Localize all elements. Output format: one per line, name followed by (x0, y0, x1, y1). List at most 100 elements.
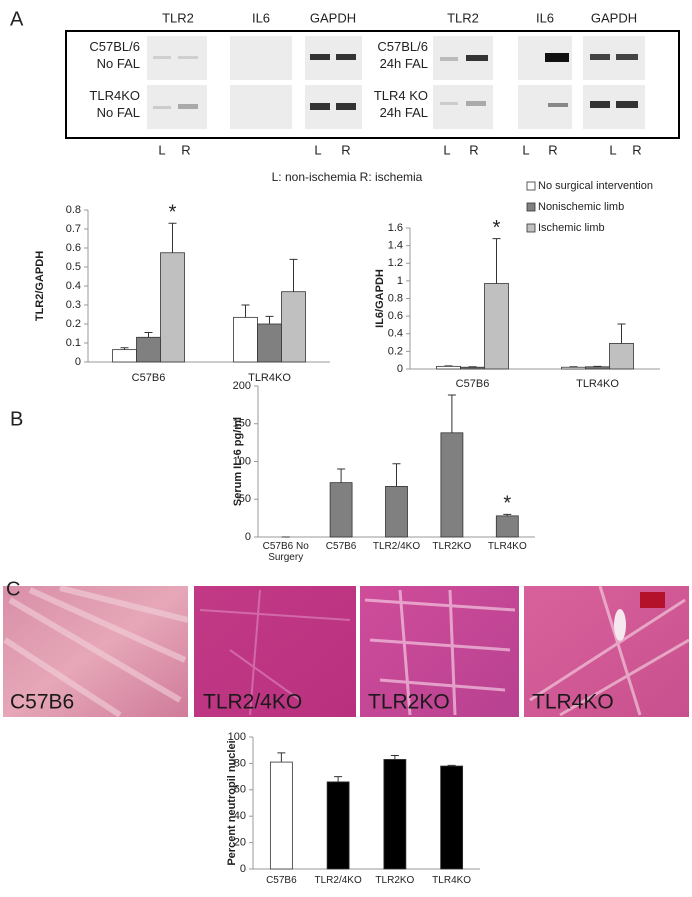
y-tick-label: 20 (234, 837, 246, 849)
lane-label: L (443, 142, 450, 157)
y-tick-label: 100 (228, 731, 246, 743)
y-tick-label: 0.8 (66, 204, 81, 216)
bar (495, 515, 519, 538)
gel-bands (153, 53, 638, 110)
x-tick-label: TLR4KO (248, 372, 291, 384)
annotation: * (493, 217, 501, 239)
y-tick-label: 1.4 (388, 240, 403, 252)
error-bar (617, 323, 626, 344)
error-bar (447, 764, 456, 767)
bar (329, 482, 353, 538)
legend-swatch (526, 202, 536, 212)
error-bar (277, 752, 286, 763)
y-tick-label: 100 (233, 455, 251, 467)
bar (233, 316, 258, 363)
annotation: * (169, 202, 177, 224)
y-axis-label: Serum IL-6 pg/ml (232, 417, 244, 506)
x-tick-label-box: C57B6 (266, 875, 297, 886)
error-bar (492, 238, 501, 284)
y-tick-label: 0 (240, 863, 246, 875)
y-tick-label: 0 (397, 363, 403, 375)
y-axis-label: TLR2/GAPDH (34, 251, 46, 321)
lane-label: R (469, 142, 478, 157)
x-tick-label: TLR4KO (576, 378, 619, 390)
y-tick-label: 200 (233, 380, 251, 392)
x-tick-label-box: C57B6 (325, 541, 357, 552)
y-tick-label: 0.3 (66, 299, 81, 311)
y-tick-label: 1.2 (388, 257, 403, 269)
legend-label: Nonischemic limb (538, 201, 624, 213)
gel-row-label: C57BL/6 No FAL (89, 39, 140, 71)
bar (326, 781, 350, 870)
x-tick-label-box: C57B6 No Surgery (263, 541, 309, 563)
y-tick-label: 0.6 (388, 310, 403, 322)
y-tick-label: 40 (234, 810, 246, 822)
lane-label: L (314, 142, 321, 157)
bar (383, 759, 407, 870)
bar (281, 291, 306, 363)
y-tick-label: 0.6 (66, 242, 81, 254)
error-bar (337, 468, 346, 483)
error-bar (241, 304, 250, 318)
gel-caption: L: non-ischemia R: ischemia (272, 170, 423, 184)
histology-label: TLR4KO (532, 691, 614, 714)
bar (257, 323, 282, 363)
bar (136, 336, 161, 363)
lane-label: R (341, 142, 350, 157)
lane-label: L (158, 142, 165, 157)
y-axis-label: IL6/GAPDH (374, 269, 386, 328)
x-tick-label: C57B6 (266, 875, 297, 886)
bar (269, 761, 293, 870)
gel-row-label-box: TLR4KO No FAL (89, 88, 140, 120)
y-tick-label: 0.1 (66, 337, 81, 349)
x-tick-label: C57B6 (132, 372, 166, 384)
x-tick-label: C57B6 (456, 378, 490, 390)
error-bar (447, 394, 456, 433)
x-tick-label-box: TLR2KO (375, 875, 415, 886)
y-tick-label: 0.7 (66, 223, 81, 235)
error-bar (265, 315, 274, 324)
x-tick-label: TLR2KO (432, 541, 472, 552)
lane-label: R (632, 142, 641, 157)
error-bar (120, 347, 129, 350)
lane-label: L (609, 142, 616, 157)
x-tick-label: TLR4KO (432, 875, 472, 886)
gel-row-label: C57BL/6 24h FAL (377, 39, 428, 71)
y-tick-label: 80 (234, 757, 246, 769)
panel-label: B (10, 408, 23, 430)
x-tick-label-box: TLR4KO (432, 875, 472, 886)
x-tick-label: TLR2/4KO (314, 875, 362, 886)
x-tick-label: TLR2KO (375, 875, 415, 886)
x-tick-label: TLR4KO (487, 541, 527, 552)
lane-label: L (522, 142, 529, 157)
error-bar (289, 258, 298, 292)
panel-label: C (6, 578, 20, 600)
x-tick-label-box: TLR2/4KO (373, 541, 420, 552)
y-tick-label: 1.6 (388, 222, 403, 234)
annotation: * (503, 493, 511, 515)
error-bar (168, 222, 177, 253)
y-axis-label: Percent neutropil nuclei (226, 740, 238, 865)
gel-row-label: TLR4 KO 24h FAL (373, 88, 428, 120)
y-tick-label: 150 (233, 418, 251, 430)
y-tick-label: 0 (75, 356, 81, 368)
legend-label: Ischemic limb (538, 222, 605, 234)
gel-row-label-box: TLR4 KO 24h FAL (373, 88, 428, 120)
y-tick-label: 0.4 (66, 280, 81, 292)
gel-column-header: GAPDH (591, 10, 637, 25)
legend-swatch (526, 181, 536, 191)
bar (484, 283, 509, 370)
error-bar (334, 776, 343, 782)
gel-row-label-box: C57BL/6 24h FAL (377, 39, 428, 71)
histology-images (3, 585, 690, 718)
gel-column-header: IL6 (536, 10, 554, 25)
bar (561, 366, 586, 370)
bar (440, 765, 464, 870)
y-tick-label: 0 (245, 531, 251, 543)
x-tick-label-box: TLR2KO (432, 541, 472, 552)
legend-label: No surgical intervention (538, 180, 653, 192)
bar (585, 366, 610, 370)
histology-label: TLR2/4KO (203, 691, 302, 714)
x-tick-label: C57B6 (325, 541, 357, 552)
bar (385, 486, 408, 538)
